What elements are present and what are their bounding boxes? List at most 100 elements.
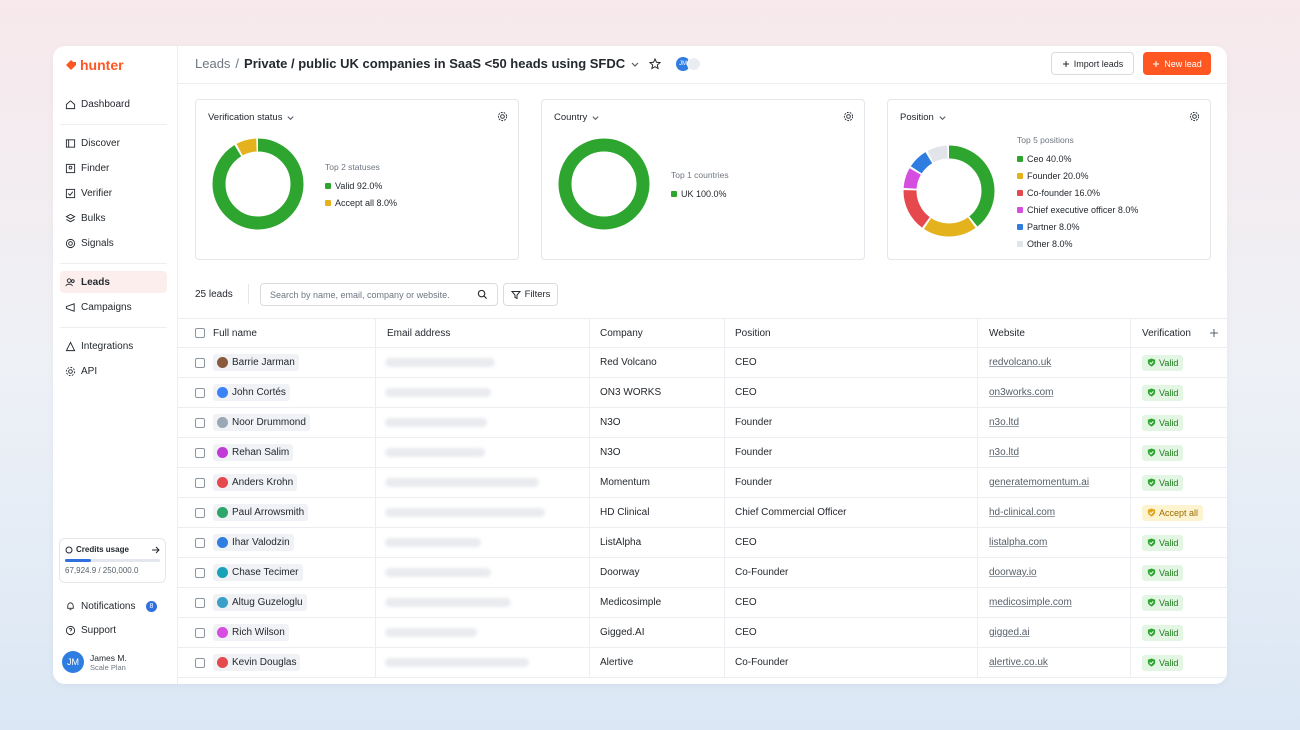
sidebar-item-dashboard[interactable]: Dashboard	[60, 93, 167, 115]
email-redacted	[385, 358, 495, 367]
row-checkbox[interactable]	[195, 657, 205, 668]
website-link[interactable]: doorway.io	[989, 567, 1037, 578]
shield-check-icon	[1147, 478, 1156, 487]
column-header-position[interactable]: Position	[735, 327, 771, 339]
website-link[interactable]: medicosimple.com	[989, 597, 1072, 608]
sidebar-item-api[interactable]: API	[60, 360, 167, 382]
sidebar-divider	[60, 263, 167, 264]
row-checkbox[interactable]	[195, 447, 205, 458]
legend-label: Co-founder 16.0%	[1027, 187, 1101, 198]
user-plan: Scale Plan	[90, 662, 126, 672]
table-row[interactable]: Kevin Douglas Alertive Co-Founder alertive.…	[178, 648, 1227, 678]
table-row[interactable]: Barrie Jarman Red Volcano CEO redvolcano.uk…	[178, 348, 1227, 378]
import-leads-button[interactable]: Import leads	[1051, 52, 1134, 75]
avatar	[217, 597, 228, 608]
table-row[interactable]: Noor Drummond N3O Founder n3o.ltd Valid	[178, 408, 1227, 438]
table-row[interactable]: Rehan Salim N3O Founder n3o.ltd Valid	[178, 438, 1227, 468]
column-header-name[interactable]: Full name	[213, 327, 257, 339]
row-checkbox[interactable]	[195, 597, 205, 608]
table-row[interactable]: Anders Krohn Momentum Founder generatemomen…	[178, 468, 1227, 498]
avatar	[217, 417, 228, 428]
table-row[interactable]: Rich Wilson Gigged.AI CEO gigged.ai Valid	[178, 618, 1227, 648]
company-cell: N3O	[600, 417, 621, 428]
column-header-email[interactable]: Email address	[387, 327, 451, 339]
company-cell: Alertive	[600, 657, 634, 668]
lead-name-chip[interactable]: Rehan Salim	[213, 444, 294, 461]
table-row[interactable]: Chase Tecimer Doorway Co-Founder doorway.io…	[178, 558, 1227, 588]
row-checkbox[interactable]	[195, 477, 205, 488]
website-link[interactable]: on3works.com	[989, 387, 1054, 398]
star-icon[interactable]	[649, 57, 662, 70]
lead-name: Ihar Valodzin	[232, 537, 290, 548]
status-badge: Valid	[1142, 594, 1184, 611]
table-row[interactable]: Altug Guzeloglu Medicosimple CEO medicosimp…	[178, 588, 1227, 618]
gear-icon[interactable]	[497, 111, 508, 122]
website-link[interactable]: n3o.ltd	[989, 417, 1020, 428]
sidebar-item-verifier[interactable]: Verifier	[60, 182, 167, 204]
widget-title[interactable]: Verification status	[208, 112, 295, 123]
row-checkbox[interactable]	[195, 627, 205, 638]
website-link[interactable]: gigged.ai	[989, 627, 1030, 638]
lead-name: John Cortés	[232, 387, 286, 398]
company-cell: Red Volcano	[600, 357, 657, 368]
user-profile[interactable]: JM James M. Scale Plan	[62, 651, 127, 673]
table-row[interactable]: John Cortés ON3 WORKS CEO on3works.com Valid	[178, 378, 1227, 408]
filters-button[interactable]: Filters	[503, 283, 558, 306]
widget-title[interactable]: Country	[554, 112, 600, 123]
website-link[interactable]: listalpha.com	[989, 537, 1048, 548]
breadcrumb-root[interactable]: Leads	[195, 56, 231, 71]
column-header-company[interactable]: Company	[600, 327, 643, 339]
new-lead-button[interactable]: New lead	[1143, 52, 1211, 75]
sidebar: hunter Dashboard Discover Finder Verifie…	[53, 46, 178, 684]
website-link[interactable]: hd-clinical.com	[989, 507, 1056, 518]
status-label: Valid	[1159, 357, 1179, 368]
row-checkbox[interactable]	[195, 537, 205, 548]
widget-title[interactable]: Position	[900, 112, 947, 123]
sidebar-item-notifications[interactable]: Notifications 8	[60, 595, 167, 617]
lead-name-chip[interactable]: Barrie Jarman	[213, 354, 299, 371]
lead-name-chip[interactable]: Kevin Douglas	[213, 654, 301, 671]
website-link[interactable]: alertive.co.uk	[989, 657, 1048, 668]
column-header-website[interactable]: Website	[989, 327, 1025, 339]
lead-name-chip[interactable]: Chase Tecimer	[213, 564, 303, 581]
sidebar-item-leads[interactable]: Leads	[60, 271, 167, 293]
row-checkbox[interactable]	[195, 417, 205, 428]
sidebar-item-discover[interactable]: Discover	[60, 132, 167, 154]
page-title: Private / public UK companies in SaaS <5…	[244, 56, 626, 71]
search-input[interactable]: Search by name, email, company or websit…	[260, 283, 498, 306]
row-checkbox[interactable]	[195, 387, 205, 398]
sidebar-item-signals[interactable]: Signals	[60, 232, 167, 254]
lead-name-chip[interactable]: Anders Krohn	[213, 474, 298, 491]
lead-name-chip[interactable]: Noor Drummond	[213, 414, 310, 431]
shared-users[interactable]: JM	[676, 56, 702, 71]
gear-icon[interactable]	[1189, 111, 1200, 122]
lead-name-chip[interactable]: John Cortés	[213, 384, 290, 401]
main-content: Leads / Private / public UK companies in…	[178, 46, 1227, 684]
brand-logo[interactable]: hunter	[65, 57, 124, 73]
table-row[interactable]: Paul Arrowsmith HD Clinical Chief Commerci…	[178, 498, 1227, 528]
lead-name-chip[interactable]: Paul Arrowsmith	[213, 504, 309, 521]
column-header-verification[interactable]: Verification	[1142, 327, 1191, 339]
add-column-button[interactable]	[1209, 319, 1219, 347]
sidebar-item-finder[interactable]: Finder	[60, 157, 167, 179]
chevron-down-icon[interactable]	[630, 59, 640, 69]
sidebar-item-campaigns[interactable]: Campaigns	[60, 296, 167, 318]
gear-icon[interactable]	[843, 111, 854, 122]
sidebar-divider	[60, 124, 167, 125]
sidebar-item-integrations[interactable]: Integrations	[60, 335, 167, 357]
credits-usage-card[interactable]: Credits usage 67,924.9 / 250,000.0	[59, 538, 166, 583]
row-checkbox[interactable]	[195, 357, 205, 368]
lead-name-chip[interactable]: Ihar Valodzin	[213, 534, 294, 551]
position-cell: Founder	[735, 477, 773, 488]
website-link[interactable]: n3o.ltd	[989, 447, 1020, 458]
table-row[interactable]: Ihar Valodzin ListAlpha CEO listalpha.com Va…	[178, 528, 1227, 558]
row-checkbox[interactable]	[195, 507, 205, 518]
website-link[interactable]: generatemomentum.ai	[989, 477, 1090, 488]
sidebar-item-support[interactable]: Support	[60, 619, 167, 641]
select-all-checkbox[interactable]	[195, 328, 205, 338]
lead-name-chip[interactable]: Altug Guzeloglu	[213, 594, 307, 611]
row-checkbox[interactable]	[195, 567, 205, 578]
sidebar-item-bulks[interactable]: Bulks	[60, 207, 167, 229]
website-link[interactable]: redvolcano.uk	[989, 357, 1052, 368]
lead-name-chip[interactable]: Rich Wilson	[213, 624, 289, 641]
